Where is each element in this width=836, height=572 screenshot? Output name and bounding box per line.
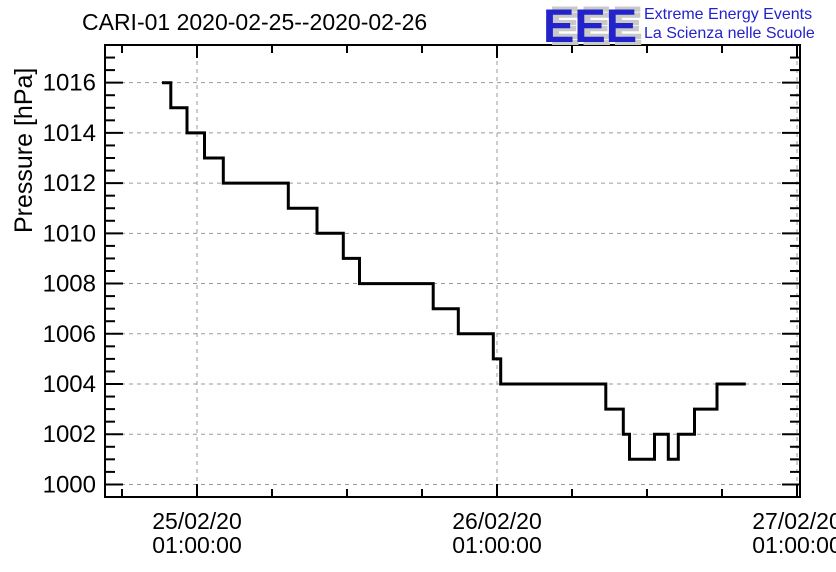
y-tick-label: 1004 <box>43 371 96 398</box>
x-tick-label-time: 01:00:00 <box>152 532 242 558</box>
y-tick-label: 1016 <box>43 70 96 97</box>
x-tick-label-date: 26/02/20 <box>452 508 542 534</box>
x-tick-label-date: 25/02/20 <box>152 508 242 534</box>
y-tick-label: 1010 <box>43 220 96 247</box>
y-tick-label: 1012 <box>43 170 96 197</box>
eee-logo-tagline: Extreme Energy Events La Scienza nelle S… <box>644 5 815 43</box>
y-axis-title: Pressure [hPa] <box>10 67 38 233</box>
eee-logo-acronym: EEE <box>543 0 638 52</box>
y-tick-label: 1006 <box>43 321 96 348</box>
y-tick-label: 1008 <box>43 271 96 298</box>
x-tick-label-date: 27/02/20 <box>752 508 836 534</box>
y-tick-label: 1002 <box>43 421 96 448</box>
y-tick-label: 1014 <box>43 120 96 147</box>
pressure-step-line <box>162 81 746 461</box>
x-tick-label-time: 01:00:00 <box>452 532 542 558</box>
y-tick-label: 1000 <box>43 471 96 498</box>
chart-title: CARI-01 2020-02-25--2020-02-26 <box>82 9 428 35</box>
eee-logo-tagline-line1: Extreme Energy Events <box>644 6 813 23</box>
x-tick-label-time: 01:00:00 <box>752 532 836 558</box>
eee-logo-tagline-line2: La Scienza nelle Scuole <box>644 25 815 42</box>
plot-frame <box>104 44 801 498</box>
